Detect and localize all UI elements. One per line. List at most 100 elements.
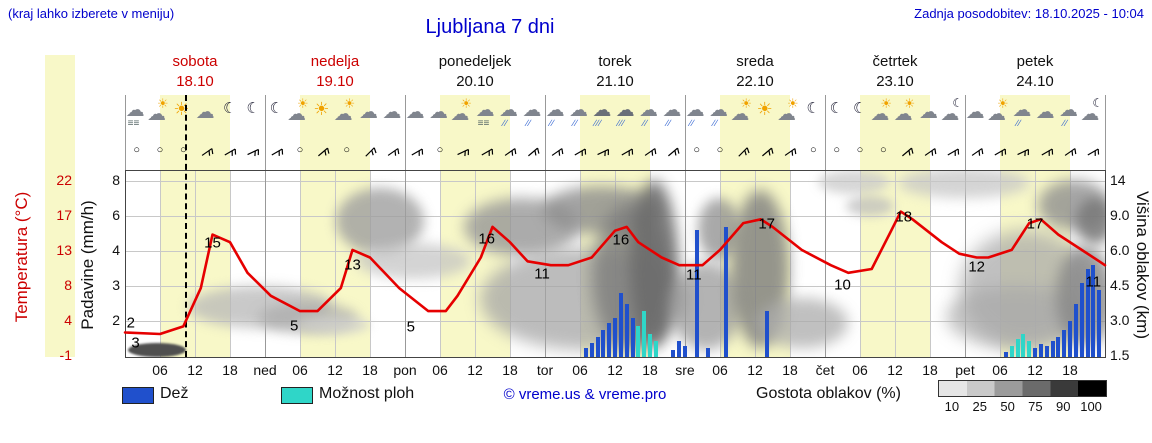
time-tick-label: 18 bbox=[922, 362, 938, 378]
moon-icon: ☾ bbox=[246, 100, 260, 117]
cloud-cover-blob bbox=[630, 180, 678, 348]
temperature-value-label: 12 bbox=[968, 258, 985, 276]
cloud-axis-tick: 1.5 bbox=[1110, 347, 1130, 363]
cloud-axis-tick: 3.0 bbox=[1110, 312, 1130, 328]
sun-icon: ☀ bbox=[343, 96, 356, 111]
rain-bar bbox=[630, 317, 635, 357]
density-tick-label: 90 bbox=[1056, 399, 1071, 414]
weather-icon-cloud: ☁ bbox=[917, 97, 943, 135]
rain-bar bbox=[595, 337, 600, 357]
weather-icon-heavyrain: ☁ ∕∕∕ bbox=[614, 97, 640, 135]
shower-bar bbox=[636, 326, 641, 357]
cloud-icon: ☁ bbox=[965, 102, 985, 123]
time-tick-label: 18 bbox=[502, 362, 518, 378]
precip-axis-tick: 8 bbox=[112, 172, 120, 188]
time-tick-label: 06 bbox=[152, 362, 168, 378]
wind-barb-icon bbox=[759, 144, 775, 160]
rain-legend-label: Dež bbox=[160, 385, 189, 402]
density-tick-label: 75 bbox=[1028, 399, 1043, 414]
cloud-icon: ☁ bbox=[333, 104, 353, 125]
day-date: 22.10 bbox=[736, 73, 774, 90]
weather-icon-rain: ☁ ∕∕ bbox=[544, 97, 570, 135]
wind-barb-icon bbox=[362, 144, 378, 160]
cloud-icon: ☁ bbox=[359, 102, 378, 123]
cloud-icon: ☁ bbox=[147, 104, 166, 125]
temp-axis-tick: 22 bbox=[56, 172, 72, 188]
time-tick-label: 06 bbox=[432, 362, 448, 378]
rain-bar bbox=[589, 342, 594, 357]
raindrops-icon: ∕∕ bbox=[1063, 118, 1069, 128]
temperature-value-label: 11 bbox=[1085, 273, 1102, 291]
weather-icon-moon: ☾ bbox=[240, 97, 266, 135]
weather-icon-heavyrain: ☁ ∕∕∕ bbox=[590, 97, 616, 135]
temperature-value-label: 13 bbox=[344, 256, 361, 274]
precipitation-axis-label: Padavine (mm/h) bbox=[78, 200, 97, 330]
wind-calm-icon: ○ bbox=[716, 144, 724, 156]
sun-icon: ☀ bbox=[297, 96, 309, 111]
shower-bar bbox=[648, 333, 652, 357]
time-tick-label: 06 bbox=[852, 362, 868, 378]
day-date: 23.10 bbox=[876, 73, 914, 90]
time-tick-label: 06 bbox=[992, 362, 1008, 378]
temp-axis-tick: 17 bbox=[56, 207, 72, 223]
time-tick-label: 12 bbox=[887, 362, 903, 378]
wind-barb-icon bbox=[455, 144, 471, 160]
day-name: sobota bbox=[172, 53, 218, 70]
weather-icon-moon: ☾ bbox=[847, 97, 873, 135]
shower-bar bbox=[653, 340, 658, 357]
cloud-icon: ☁ bbox=[730, 104, 750, 125]
wind-barb-icon bbox=[222, 144, 238, 160]
rain-cloud-icon: ☁ bbox=[522, 100, 542, 121]
temp-axis-tick: 13 bbox=[56, 242, 72, 258]
cloud-axis-tick: 4.5 bbox=[1110, 277, 1130, 293]
moon-icon: ☾ bbox=[952, 96, 964, 110]
wind-barb-icon bbox=[1085, 144, 1101, 160]
rain-bar bbox=[618, 293, 623, 357]
rain-cloud-icon: ☁ bbox=[545, 100, 565, 121]
day-abbrev-label: pet bbox=[955, 362, 975, 378]
menu-hint: (kraj lahko izberete v meniju) bbox=[8, 6, 175, 21]
wind-calm-icon: ○ bbox=[880, 144, 887, 156]
rain-bar bbox=[671, 349, 676, 357]
rain-bar bbox=[607, 322, 612, 357]
wind-barb-icon bbox=[665, 144, 681, 160]
temperature-value-label: 11 bbox=[685, 266, 702, 284]
raindrops-icon: ∕∕ bbox=[503, 118, 509, 128]
rain-bar bbox=[1044, 346, 1049, 357]
last-update-text: Zadnja posodobitev: 18.10.2025 - 10:04 bbox=[914, 6, 1144, 21]
cloud-icon: ☁ bbox=[987, 104, 1006, 125]
cloud-density-label: Gostota oblakov (%) bbox=[756, 385, 901, 402]
rain-bar bbox=[1097, 289, 1102, 357]
weather-icon-rain: ☁ ∕∕ bbox=[1010, 97, 1036, 135]
temp-axis-tick: 8 bbox=[64, 277, 72, 293]
moon-icon: ☾ bbox=[829, 100, 844, 117]
sun-icon: ☀ bbox=[787, 96, 799, 111]
day-date: 20.10 bbox=[456, 73, 494, 90]
cloud-density-scale bbox=[938, 380, 1107, 397]
rain-cloud-icon: ☁ bbox=[709, 100, 728, 121]
moon-icon: ☾ bbox=[269, 100, 284, 117]
day-abbrev-label: čet bbox=[815, 362, 835, 378]
wind-barb-icon bbox=[525, 144, 541, 160]
cloud-icon: ☁ bbox=[870, 104, 890, 125]
rain-cloud-icon: ☁ bbox=[1059, 100, 1078, 121]
rain-bar bbox=[1079, 282, 1084, 357]
rain-cloud-icon: ☁ bbox=[1012, 100, 1032, 121]
temperature-value-label: 16 bbox=[612, 231, 630, 249]
wind-barb-icon bbox=[1039, 144, 1055, 160]
day-abbrev-label: pon bbox=[393, 362, 417, 378]
rain-cloud-icon: ☁ bbox=[499, 100, 518, 121]
precip-axis-tick: 4 bbox=[112, 242, 120, 258]
day-date: 19.10 bbox=[316, 73, 354, 90]
rain-bar bbox=[1038, 344, 1043, 357]
shower-bar bbox=[1015, 339, 1020, 357]
copyright-link[interactable]: © vreme.us & vreme.pro bbox=[503, 386, 667, 403]
raindrops-icon: ∕∕∕ bbox=[594, 118, 602, 128]
temperature-value-label: 16 bbox=[478, 230, 495, 248]
raindrops-icon: ∕∕ bbox=[526, 118, 532, 128]
rain-bar bbox=[1033, 348, 1037, 357]
weather-icon-cloud: ☁ bbox=[194, 97, 220, 135]
rain-bar bbox=[723, 226, 728, 357]
raindrops-icon: ∕∕ bbox=[713, 118, 719, 128]
